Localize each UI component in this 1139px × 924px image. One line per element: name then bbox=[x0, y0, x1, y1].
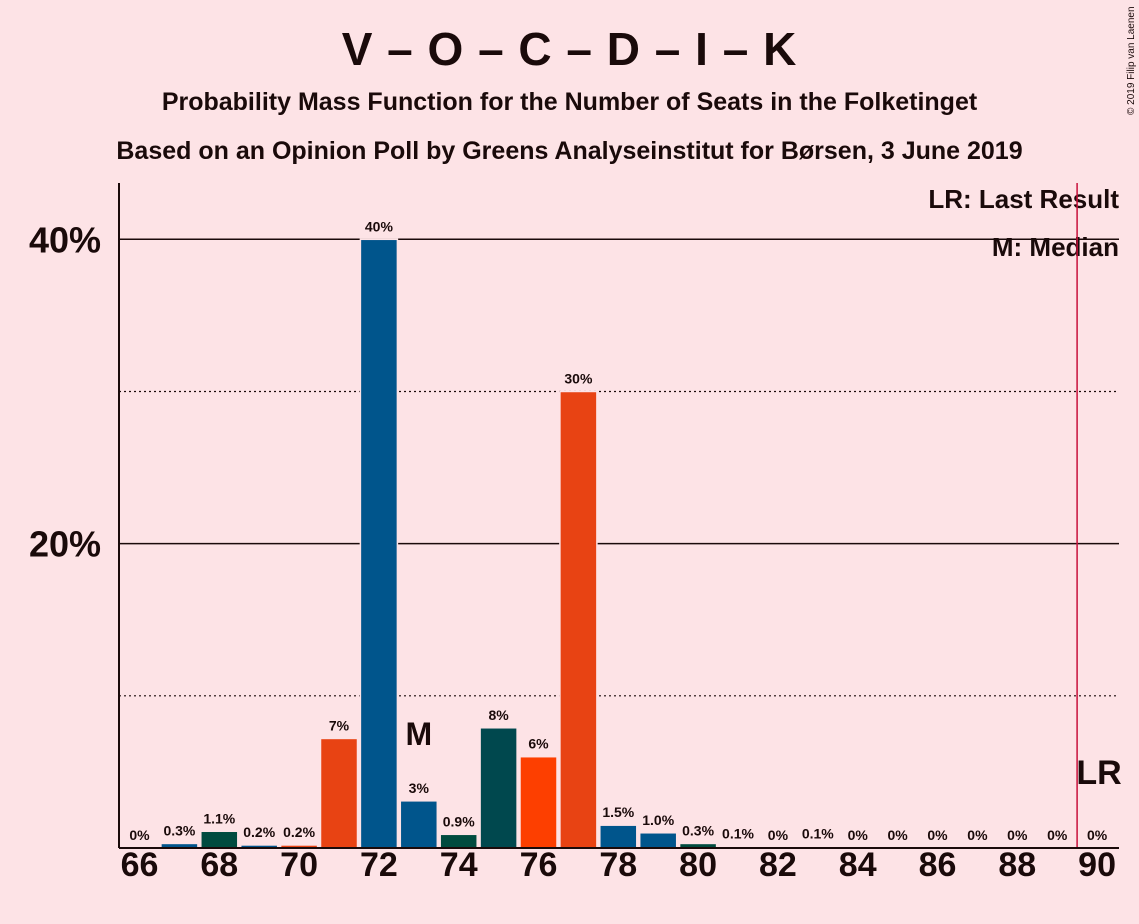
bar-seat-77 bbox=[559, 390, 598, 849]
chart-source: Based on an Opinion Poll by Greens Analy… bbox=[116, 137, 1023, 165]
data-label: 40% bbox=[365, 218, 394, 234]
bar-seat-78 bbox=[599, 824, 638, 849]
data-label: 0.9% bbox=[443, 813, 475, 829]
x-tick-label: 70 bbox=[280, 846, 318, 884]
data-label: 30% bbox=[564, 370, 593, 386]
data-label: 0.1% bbox=[802, 825, 834, 841]
chart-subtitle: Probability Mass Function for the Number… bbox=[161, 88, 978, 116]
x-tick-label: 82 bbox=[759, 846, 797, 884]
data-label: 0.3% bbox=[163, 822, 195, 838]
x-tick-label: 76 bbox=[520, 846, 558, 884]
data-label: 0% bbox=[1007, 827, 1028, 843]
data-label: 0% bbox=[927, 827, 948, 843]
legend-median: M: Median bbox=[991, 232, 1119, 262]
x-tick-label: 74 bbox=[440, 846, 478, 884]
data-label: 0.1% bbox=[722, 825, 754, 841]
bar-seat-75 bbox=[479, 727, 518, 849]
bar-seat-72 bbox=[359, 238, 399, 849]
data-label: 7% bbox=[329, 717, 350, 733]
data-label: 0% bbox=[848, 827, 869, 843]
x-tick-label: 84 bbox=[839, 846, 877, 884]
y-tick-label: 20% bbox=[29, 524, 101, 565]
y-tick-label: 40% bbox=[29, 219, 101, 260]
data-label: 1.0% bbox=[642, 812, 674, 828]
data-label: 3% bbox=[409, 780, 430, 796]
data-label: 0% bbox=[1047, 827, 1068, 843]
x-tick-label: 80 bbox=[679, 846, 717, 884]
data-label: 6% bbox=[528, 736, 549, 752]
data-label: 0% bbox=[129, 827, 150, 843]
x-tick-label: 78 bbox=[599, 846, 637, 884]
bar-seat-76 bbox=[519, 755, 558, 849]
bar-seat-73 bbox=[399, 800, 439, 849]
data-label: 0% bbox=[967, 827, 988, 843]
chart-title: V – O – C – D – I – K bbox=[341, 23, 798, 75]
data-label: 0% bbox=[887, 827, 908, 843]
x-tick-label: 68 bbox=[200, 846, 238, 884]
data-label: 8% bbox=[488, 707, 509, 723]
data-label: 0.2% bbox=[243, 824, 275, 840]
x-tick-label: 66 bbox=[121, 846, 159, 884]
x-tick-label: 72 bbox=[360, 846, 398, 884]
data-label: 0.3% bbox=[682, 822, 714, 838]
x-tick-label: 86 bbox=[919, 846, 957, 884]
data-label: 1.1% bbox=[203, 810, 235, 826]
bar-seat-71 bbox=[319, 737, 359, 849]
data-label: 1.5% bbox=[602, 804, 634, 820]
x-tick-label: 90 bbox=[1078, 846, 1116, 884]
x-tick-label: 88 bbox=[998, 846, 1036, 884]
data-label: 0.2% bbox=[283, 824, 315, 840]
bar-seat-79 bbox=[638, 832, 678, 849]
data-label: 0% bbox=[1087, 827, 1108, 843]
legend-last-result: LR: Last Result bbox=[928, 184, 1119, 214]
last-result-marker: LR bbox=[1076, 754, 1121, 792]
median-marker: M bbox=[405, 716, 432, 752]
data-label: 0% bbox=[768, 827, 789, 843]
